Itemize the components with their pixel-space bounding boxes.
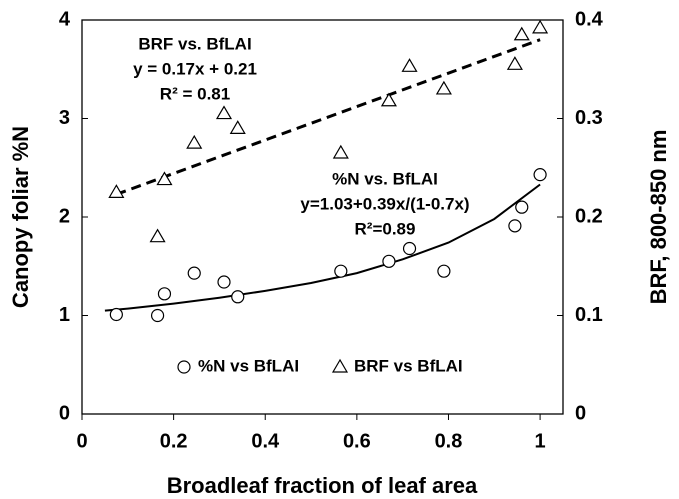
- legend-marker: [177, 360, 191, 374]
- triangle-marker: [401, 58, 418, 72]
- triangle-marker: [149, 228, 166, 243]
- circle-marker: [231, 290, 245, 304]
- annotation: BRF vs. BfLAI: [138, 34, 251, 53]
- triangle-marker: [435, 80, 452, 95]
- annotation: R² = 0.81: [160, 84, 230, 103]
- y2-axis-title: BRF, 800-850 nm: [646, 130, 671, 305]
- annotation: y = 0.17x + 0.21: [133, 59, 257, 78]
- y-tick-label: 4: [59, 8, 71, 30]
- x-tick-label: 0.4: [251, 430, 280, 452]
- x-tick-label: 0.6: [343, 430, 371, 452]
- triangle-marker: [532, 19, 549, 34]
- y-tick-label: 3: [59, 107, 70, 129]
- plot-frame: [81, 19, 564, 415]
- fit-line: [104, 183, 541, 312]
- annotation: y=1.03+0.39x/(1-0.7x): [300, 194, 469, 213]
- circle-marker: [382, 254, 396, 268]
- triangle-marker: [108, 184, 125, 198]
- x-tick-label: 0.2: [160, 430, 188, 452]
- y2-tick-label: 0.3: [575, 107, 603, 129]
- legend-label: %N vs BfLAI: [198, 356, 299, 375]
- circle-marker: [334, 264, 348, 278]
- y2-tick-label: 0.1: [575, 304, 603, 326]
- triangle-marker: [332, 144, 349, 159]
- circle-marker: [150, 308, 165, 323]
- y2-tick-label: 0.2: [575, 205, 603, 227]
- x-axis-title: Broadleaf fraction of leaf area: [167, 473, 478, 498]
- annotation: %N vs. BfLAI: [332, 169, 438, 188]
- triangle-marker: [215, 105, 233, 120]
- x-tick-label: 0: [76, 430, 87, 452]
- y-tick-label: 1: [59, 304, 70, 326]
- triangle-marker: [506, 56, 523, 70]
- y-axis-title: Canopy foliar %N: [8, 126, 33, 308]
- triangle-marker: [186, 134, 203, 149]
- triangle-marker: [156, 171, 173, 186]
- annotation: R²=0.89: [355, 219, 416, 238]
- x-tick-label: 1: [535, 430, 546, 452]
- circle-marker: [187, 266, 201, 280]
- circle-marker: [515, 200, 529, 214]
- circle-marker: [157, 287, 172, 301]
- x-tick-label: 0.8: [435, 430, 463, 452]
- triangle-marker: [380, 92, 397, 107]
- circle-marker: [402, 241, 417, 256]
- y2-tick-label: 0.4: [575, 8, 604, 30]
- circle-marker: [533, 168, 547, 182]
- triangle-marker: [229, 120, 246, 134]
- circle-marker: [437, 264, 451, 278]
- y-tick-label: 2: [59, 205, 70, 227]
- legend-label: BRF vs BfLAI: [354, 356, 463, 375]
- circle-marker: [217, 275, 231, 289]
- y2-tick-label: 0: [575, 402, 586, 424]
- triangle-marker: [513, 26, 530, 41]
- circle-marker: [508, 219, 522, 233]
- y-tick-label: 0: [59, 402, 70, 424]
- fit-line: [115, 38, 541, 196]
- legend-marker: [331, 358, 349, 373]
- circle-marker: [109, 307, 123, 322]
